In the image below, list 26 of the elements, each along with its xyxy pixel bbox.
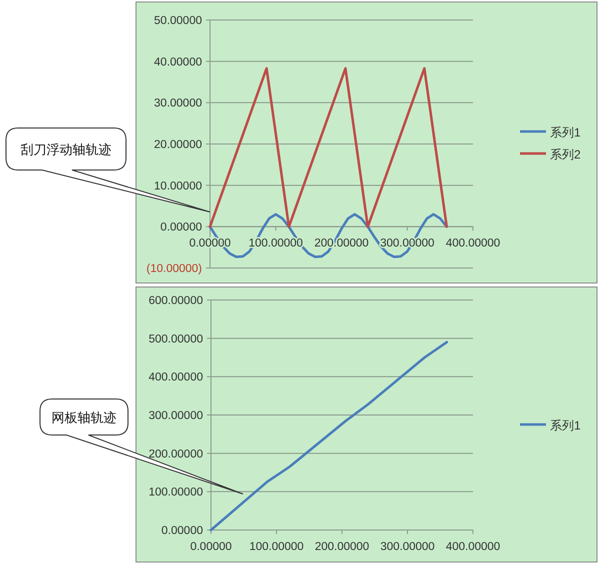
y-tick-label: 300.00000	[148, 410, 203, 422]
x-tick-label: 200.00000	[314, 541, 370, 553]
x-tick-label: 0.00000	[190, 541, 232, 553]
y-tick-label: 500.00000	[148, 333, 203, 346]
y-tick-label: 50.00000	[154, 15, 202, 27]
x-tick-label: 400.00000	[446, 238, 500, 250]
y-tick-label: 30.00000	[154, 98, 202, 110]
y-tick-label: 0.00000	[160, 222, 202, 234]
y-tick-label: 0.00000	[161, 525, 203, 537]
x-tick-label: 400.00000	[446, 541, 500, 553]
text: 网板轴轨迹	[52, 410, 116, 425]
text: 刮刀浮动轴轨迹	[20, 142, 112, 157]
y-tick-label: (10.00000)	[146, 263, 202, 275]
y-tick-label: 200.00000	[148, 448, 203, 460]
y-tick-label: 400.00000	[148, 372, 203, 384]
y-tick-label: 20.00000	[154, 139, 202, 151]
legend-label: 系列1	[550, 126, 581, 140]
x-tick-label: 300.00000	[380, 541, 435, 553]
line-series	[210, 340, 448, 532]
y-tick-label: 100.00000	[148, 486, 203, 499]
legend-label: 系列1	[550, 418, 581, 432]
y-tick-label: 40.00000	[154, 56, 202, 68]
y-tick-label: 600.00000	[148, 295, 203, 307]
x-tick-label: 100.00000	[249, 541, 304, 553]
legend-label: 系列2	[550, 148, 581, 162]
y-tick-label: 10.00000	[154, 180, 202, 192]
